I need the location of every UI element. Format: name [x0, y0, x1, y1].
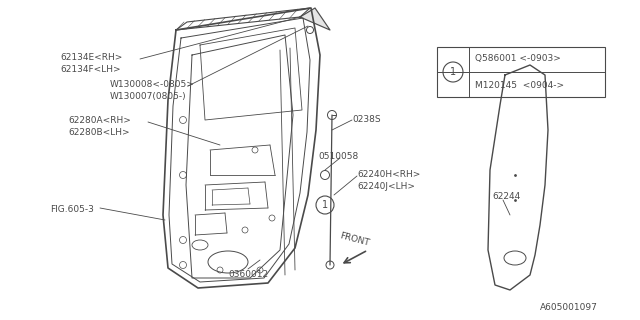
Text: 0510058: 0510058 [318, 152, 358, 161]
Text: 62134E<RH>: 62134E<RH> [60, 53, 122, 62]
Text: 62280B<LH>: 62280B<LH> [68, 128, 130, 137]
Polygon shape [300, 8, 330, 30]
Text: W130008<-0805>: W130008<-0805> [110, 80, 195, 89]
Circle shape [443, 62, 463, 82]
Text: 0238S: 0238S [352, 115, 381, 124]
Text: 62240H<RH>: 62240H<RH> [357, 170, 420, 179]
Text: 62244: 62244 [492, 192, 520, 201]
Text: M120145  <0904->: M120145 <0904-> [475, 81, 564, 90]
Text: 1: 1 [322, 200, 328, 210]
Text: W130007(0805-): W130007(0805-) [110, 92, 187, 101]
Text: FIG.605-3: FIG.605-3 [50, 205, 94, 214]
Text: Q586001 <-0903>: Q586001 <-0903> [475, 54, 561, 63]
Text: 1: 1 [450, 67, 456, 77]
Circle shape [316, 196, 334, 214]
Bar [437, 47, 605, 97]
Text: 0360012: 0360012 [228, 270, 268, 279]
Text: 62240J<LH>: 62240J<LH> [357, 182, 415, 191]
Text: 62280A<RH>: 62280A<RH> [68, 116, 131, 125]
Text: 62134F<LH>: 62134F<LH> [60, 65, 120, 74]
Text: FRONT: FRONT [339, 231, 371, 248]
Text: A605001097: A605001097 [540, 303, 598, 312]
